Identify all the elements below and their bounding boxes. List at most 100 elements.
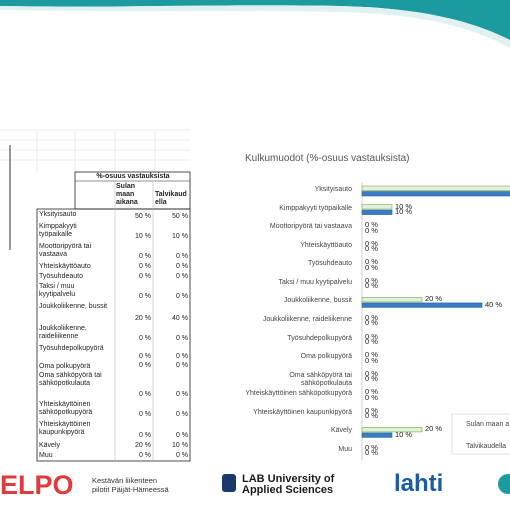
data-label: 10 %	[395, 207, 413, 217]
table-cell: 50 %	[135, 213, 151, 220]
data-label: 0 %	[365, 262, 378, 272]
table-row-label: Kimppakyyti työpaikalle	[39, 223, 77, 238]
data-label: 0 %	[365, 312, 378, 322]
category-label: Yhteiskäyttöauto	[300, 241, 352, 249]
category-label: Oma sähköpyörä tai sähköpotkulauta	[289, 371, 352, 387]
category-label: Kimppakyyti työpaikalle	[279, 204, 352, 212]
table-cell: 0 %	[138, 273, 151, 280]
data-label: 40 %	[485, 299, 503, 309]
data-label: 10 %	[395, 429, 413, 439]
data-label: 0 %	[365, 331, 378, 341]
table-row-label: Työsuhdeauto	[39, 273, 83, 280]
category-label: Työsuhdepolkupyörä	[287, 334, 352, 342]
city-logo: lahti	[394, 470, 444, 497]
category-label: Yksityisauto	[314, 186, 352, 193]
table-header: %-osuus vastauksista	[96, 173, 170, 180]
table-row-label: Työsuhdepolkupyörä	[39, 345, 104, 352]
data-label: 0 %	[365, 281, 378, 291]
table-cell: 0 %	[175, 432, 188, 439]
sheet-grid	[0, 129, 190, 172]
data-label: 0 %	[365, 392, 378, 402]
table-cell: 0 %	[138, 432, 151, 439]
chart-title: Kulkumuodot (%-osuus vastauksista)	[245, 153, 410, 164]
table-body-box	[36, 208, 191, 462]
category-label: Yhteiskäyttöinen sähköpotkupyörä	[245, 390, 352, 398]
table-cell: 0 %	[175, 353, 188, 360]
table-cell: 10 %	[135, 233, 151, 240]
data-label: 0 %	[365, 374, 378, 384]
table-cell: 0 %	[138, 362, 151, 369]
bar	[361, 427, 423, 433]
table-cell: 0 %	[175, 263, 188, 270]
table-cell: 0 %	[138, 411, 151, 418]
data-label: 0 %	[365, 225, 378, 235]
table-cell: 0 %	[175, 335, 188, 342]
table-row-label: Kävely	[39, 442, 61, 449]
table-row-label: Oma polkupyörä	[39, 363, 91, 370]
header-wave-light	[0, 5, 510, 49]
partner-logo	[498, 474, 510, 494]
table-column-header: Talvikaud ella	[155, 191, 187, 206]
bar	[361, 302, 483, 308]
table-row-label: Yhteiskäyttöauto	[39, 263, 91, 270]
table-cell: 0 %	[175, 411, 188, 418]
university-logo: LAB University of Applied Sciences	[242, 473, 335, 496]
table-row-label: Oma sähköpyörä tai sähköpotkulauta	[39, 372, 102, 387]
table-cell: 0 %	[175, 273, 188, 280]
data-label: 0 %	[365, 387, 378, 397]
category-label: Oma polkupyörä	[300, 353, 352, 361]
table-row-label: Yksityisauto	[39, 211, 77, 218]
data-label: 0 %	[365, 448, 378, 458]
table-cell: 0 %	[138, 353, 151, 360]
bar	[361, 209, 393, 215]
table-cell: 0 %	[138, 452, 151, 459]
table-cell: 0 %	[175, 391, 188, 398]
data-label: 0 %	[365, 244, 378, 254]
table-cell: 0 %	[175, 293, 188, 300]
table-cell: 0 %	[138, 391, 151, 398]
table-row-label: Taksi / muu kyytipalvelu	[39, 283, 76, 298]
data-label: 0 %	[365, 238, 378, 248]
table-row-label: Joukkoliikenne, raideliikenne	[39, 325, 87, 340]
category-label: Moottoripyörä tai vastaava	[269, 223, 352, 231]
data-label: 0 %	[365, 220, 378, 230]
lab-logo-icon	[222, 474, 236, 492]
legend-label: Sulan maan a	[466, 421, 510, 428]
table-cell: 0 %	[138, 293, 151, 300]
table-cell: 0 %	[175, 362, 188, 369]
category-label: Yhteiskäyttöinen kaupunkipyörä	[253, 408, 352, 416]
table-cell: 0 %	[175, 452, 188, 459]
data-label: 0 %	[365, 275, 378, 285]
table-row-label: Muu	[39, 452, 53, 459]
table-cell: 10 %	[172, 233, 188, 240]
table-row-label: Joukkoliikenne, bussit	[39, 303, 108, 310]
table-cell: 50 %	[172, 213, 188, 220]
legend-box	[451, 413, 510, 455]
table-row-label: Yhteiskäyttöinen kaupunkipyörä	[39, 421, 91, 436]
data-label: 20 %	[425, 294, 443, 304]
category-label: Muu	[338, 445, 352, 453]
table-cell: 40 %	[172, 315, 188, 322]
data-label: 0 %	[365, 411, 378, 421]
category-label: Työsuhdeauto	[308, 260, 352, 268]
table-row-label: Moottoripyörä tai vastaava	[39, 243, 92, 258]
category-label: Kävely	[330, 427, 352, 435]
bar	[361, 185, 510, 191]
brand-tagline: Kestävän liikenteen pilotit Päijät-Hämee…	[92, 476, 169, 494]
table-cell: 20 %	[135, 315, 151, 322]
data-label: 0 %	[365, 442, 378, 452]
data-label: 0 %	[365, 318, 378, 328]
data-label: 0 %	[365, 368, 378, 378]
category-label: Joukkoliikenne, bussit	[283, 297, 352, 305]
bar	[361, 432, 393, 438]
bar	[361, 191, 510, 197]
table-cell: 0 %	[138, 263, 151, 270]
header-wave	[0, 0, 510, 40]
data-label: 0 %	[365, 355, 378, 365]
chart	[361, 182, 510, 460]
category-label: Joukkoliikenne, raideliikenne	[262, 315, 352, 323]
bar	[361, 297, 423, 303]
data-label: 10 %	[395, 201, 413, 211]
